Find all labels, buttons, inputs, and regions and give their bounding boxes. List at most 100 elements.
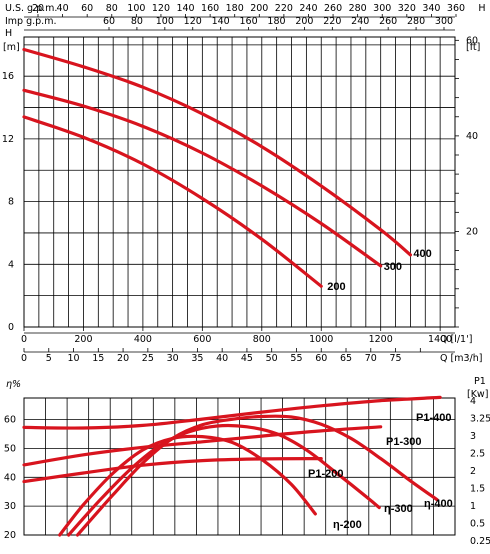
bottom-curve-label-P1-300: P1-300: [386, 436, 421, 448]
q-m3h-tick: 60: [315, 353, 327, 364]
top-plot-frame: [23, 36, 456, 328]
imp-gpm-tick: 240: [351, 16, 369, 27]
q-m3h-tick: 45: [241, 353, 253, 364]
us-gpm-tick: 280: [349, 3, 367, 14]
imp-gpm-tick: 160: [240, 16, 258, 27]
p1-tick: 0.5: [470, 519, 485, 530]
head-curve-400: [22, 47, 412, 257]
q-lpm-tick: 600: [193, 334, 211, 345]
top-right-h-label: H: [478, 3, 485, 14]
top-left-tick: 12: [2, 134, 14, 145]
us-gpm-tick: 260: [324, 3, 342, 14]
head-curve-label-300: 300: [384, 261, 402, 273]
q-lpm-tick: 0: [21, 334, 27, 345]
us-gpm-tick: 340: [422, 3, 440, 14]
us-gpm-tick: 180: [226, 3, 244, 14]
q-m3h-tick: 50: [266, 353, 278, 364]
q-lpm-tick: 200: [74, 334, 92, 345]
q-m3h-tick: 70: [365, 353, 377, 364]
p1-tick: 2: [470, 466, 476, 477]
efficiency-curve-η-400: [75, 414, 439, 537]
us-gpm-tick: 200: [250, 3, 268, 14]
imp-gpm-tick: 220: [323, 16, 341, 27]
top-right-tick: 60: [466, 35, 478, 46]
q-m3h-label: Q [m3/h]: [440, 353, 482, 364]
bottom-curve-label-η-200: η-200: [333, 519, 362, 531]
imp-gpm-tick: 280: [407, 16, 425, 27]
bottom-left-tick: 60: [4, 415, 16, 426]
text-layer: U.S. g.p.m.20 40 60 80 100 120 140 160 180 200 220…: [2, 3, 490, 547]
q-m3h-tick: 15: [92, 353, 104, 364]
q-m3h-tick: 5: [46, 353, 52, 364]
head-curve-label-400: 400: [413, 248, 431, 260]
imp-gpm-tick: 260: [379, 16, 397, 27]
q-m3h-tick: 40: [216, 353, 228, 364]
q-lpm-label: Q [l/1']: [440, 334, 472, 345]
us-gpm-tick: 100: [127, 3, 145, 14]
us-gpm-tick: 20: [32, 3, 44, 14]
efficiency-curve-η-200: [58, 434, 317, 537]
top-left-tick: 8: [8, 197, 14, 208]
us-gpm-tick: 220: [275, 3, 293, 14]
p1-tick: 1: [470, 501, 476, 512]
p1-axis-label: P1: [474, 376, 486, 387]
top-right-tick: 20: [466, 226, 478, 237]
us-gpm-tick: 40: [57, 3, 69, 14]
eta-axis-label: η%: [6, 379, 21, 390]
top-left-tick: 16: [2, 71, 14, 82]
q-m3h-tick: 20: [117, 353, 129, 364]
top-left-tick: 0: [8, 322, 14, 333]
bottom-left-tick: 40: [4, 472, 16, 483]
imp-gpm-tick: 300: [435, 16, 453, 27]
us-gpm-tick: 360: [447, 3, 465, 14]
imp-gpm-tick: 200: [295, 16, 313, 27]
head-curve-300: [22, 88, 383, 268]
top-left-tick: 4: [8, 259, 14, 270]
p1-tick: 3.25: [470, 414, 490, 425]
head-curve-200: [22, 115, 323, 288]
q-lpm-tick: 800: [253, 334, 271, 345]
power-curve-P1-400: [22, 395, 442, 430]
bottom-left-tick: 20: [4, 530, 16, 541]
curve-layer: [22, 47, 442, 537]
bottom-curve-label-P1-400: P1-400: [416, 412, 451, 424]
p1-tick: 2.5: [470, 449, 485, 460]
power-curve-P1-200: [22, 456, 323, 484]
efficiency-curve-η-300: [67, 423, 381, 537]
bottom-left-tick: 50: [4, 443, 16, 454]
q-m3h-tick: 10: [67, 353, 79, 364]
q-m3h-tick: 25: [142, 353, 154, 364]
p1-tick: 1.5: [470, 484, 485, 495]
imp-gpm-tick: 80: [131, 16, 143, 27]
top-right-tick: 40: [466, 131, 478, 142]
p1-tick: 0.25: [470, 536, 490, 547]
imp-gpm-tick: 100: [156, 16, 174, 27]
us-gpm-tick: 80: [106, 3, 118, 14]
head-curve-label-200: 200: [327, 281, 345, 293]
q-m3h-tick: 65: [340, 353, 352, 364]
imp-gpm-label: Imp g.p.m.: [5, 16, 56, 27]
q-lpm-tick: 400: [134, 334, 152, 345]
q-m3h-tick: 75: [390, 353, 402, 364]
bottom-left-tick: 30: [4, 501, 16, 512]
us-gpm-tick: 320: [398, 3, 416, 14]
q-lpm-tick: 1400: [428, 334, 452, 345]
q-lpm-tick: 1200: [369, 334, 393, 345]
us-gpm-label: U.S. g.p.m.: [5, 3, 57, 14]
top-left-unit: [m]: [3, 42, 20, 53]
us-gpm-tick: 60: [81, 3, 93, 14]
q-m3h-tick: 30: [167, 353, 179, 364]
us-gpm-tick: 240: [299, 3, 317, 14]
q-lpm-tick: 1000: [309, 334, 333, 345]
imp-gpm-tick: 120: [184, 16, 202, 27]
p1-tick: 4: [470, 396, 476, 407]
us-gpm-tick: 140: [176, 3, 194, 14]
top-right-unit: [ft]: [466, 42, 480, 53]
grid-layer: [23, 36, 456, 536]
us-gpm-tick: 300: [373, 3, 391, 14]
top-left-h-label: H: [5, 28, 12, 39]
bottom-curve-label-η-400: η-400: [424, 498, 453, 510]
imp-gpm-tick: 140: [212, 16, 230, 27]
us-gpm-tick: 160: [201, 3, 219, 14]
